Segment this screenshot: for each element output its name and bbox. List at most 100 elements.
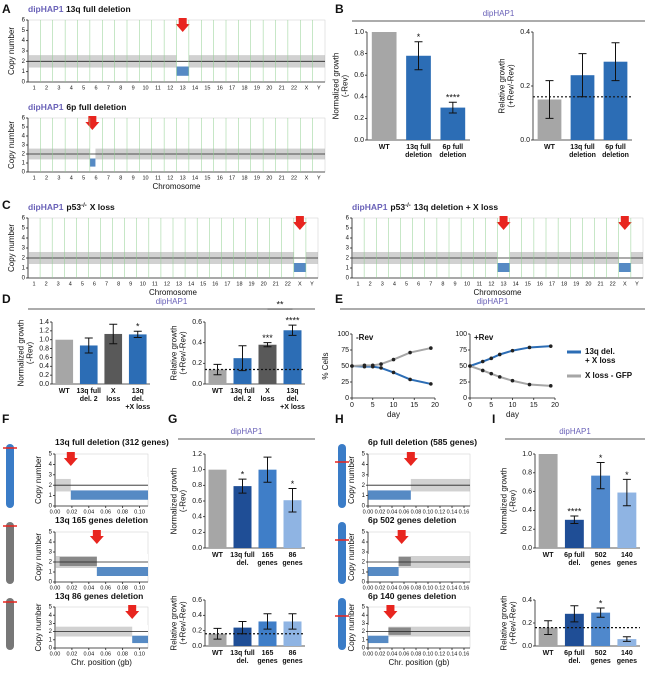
point: [429, 346, 433, 350]
bar: [55, 339, 74, 384]
bar: [233, 358, 252, 384]
y-tick-label: 0.4: [522, 507, 532, 514]
x-tick-label: 6p full del.: [564, 650, 585, 665]
x-axis-label: Chromosome: [473, 288, 522, 297]
strain: dipHAP1: [28, 202, 64, 212]
x-tick-label: 6p full del.: [564, 552, 585, 567]
y-tick-label: 1: [362, 493, 366, 499]
x-tick-label: 22: [610, 281, 616, 287]
red-arrow: [63, 452, 78, 466]
text-line: (+Rev/-Rev): [179, 331, 188, 375]
ideogram: [338, 522, 346, 584]
x-tick-label: 18: [236, 281, 242, 287]
x-tick-label: WT: [59, 388, 71, 395]
title: X loss: [90, 202, 115, 212]
x-tick-label: X: [305, 175, 309, 181]
error-bar: [622, 478, 631, 507]
x-tick-label: 15: [530, 402, 538, 409]
x-tick-label: 86 genes: [282, 650, 302, 665]
title: 13q full deletion (312 genes): [55, 437, 169, 447]
point: [379, 362, 383, 366]
x-tick-label: 0.04: [387, 585, 398, 591]
text-line: 140: [621, 650, 633, 657]
y-tick-label: 2: [362, 629, 366, 635]
y-axis-label: Copy number: [34, 603, 43, 651]
y-tick-label: 1: [362, 570, 366, 576]
text-line: loss: [106, 396, 120, 403]
x-tick-label: 10: [143, 175, 149, 181]
x-tick-label: 7: [105, 281, 108, 287]
point: [489, 356, 494, 361]
x-tick-label: 502 genes: [591, 552, 611, 567]
x-tick-label: 7: [107, 85, 110, 91]
y-tick-label: 6: [22, 216, 26, 222]
y-tick-label: 0: [345, 395, 349, 402]
text-line: deletion: [569, 152, 596, 159]
x-tick-label: WT: [212, 388, 224, 395]
x-tick-label: 13q full del.: [230, 552, 255, 567]
y-tick-label: 1.0: [192, 467, 202, 474]
strain: dipHAP1: [28, 4, 64, 14]
y-tick-label: 0: [49, 646, 53, 652]
text-line: (-Rev): [179, 490, 188, 513]
error-bar: [622, 636, 631, 642]
x-tick-label: 13q full deletion: [405, 144, 432, 159]
x-tick-label: 3: [57, 85, 60, 91]
plot-title: dipHAP1 p53-/- X loss: [28, 202, 115, 212]
y-tick-label: 75: [341, 347, 349, 354]
x-tick-label: 10: [390, 402, 398, 409]
x-tick-label: 0.00: [50, 509, 61, 515]
y-tick-label: 0: [49, 504, 53, 510]
y-tick-label: 0: [362, 580, 366, 586]
x-tick-label: Y: [310, 281, 314, 287]
x-tick-label: 0.00: [363, 585, 374, 591]
y-tick-label: 1.0: [354, 29, 364, 36]
x-tick-label: 15: [525, 281, 531, 287]
text-line: genes: [282, 658, 302, 665]
y-tick-label: 4: [22, 236, 26, 242]
point: [408, 350, 412, 355]
x-tick-label: 8: [119, 85, 122, 91]
y-axis-label: Relative growth(+Rev/-Rev): [500, 595, 518, 650]
ideogram: [6, 522, 14, 584]
x-tick-label: 5: [82, 85, 85, 91]
point: [350, 364, 354, 368]
text-line: 6p full: [605, 144, 626, 151]
y-tick-label: 100: [455, 331, 467, 338]
x-tick-label: 10: [143, 85, 149, 91]
red-arrow: [175, 18, 190, 32]
text-line: Normalized growth: [500, 468, 509, 535]
y-tick-label: 0.0: [354, 137, 364, 144]
y-tick-label: 3: [362, 621, 366, 627]
x-tick-label: 0.06: [399, 509, 410, 515]
y-tick-label: 2: [362, 560, 366, 566]
legend-label: 13q del. + X loss: [585, 347, 616, 365]
text-line: del.: [568, 658, 580, 665]
bar: [371, 32, 397, 140]
point: [497, 352, 502, 357]
text-line: 13q full: [76, 388, 101, 395]
text-line: (-Rev): [341, 75, 350, 98]
y-axis-label: Copy number: [7, 27, 16, 75]
x-tick-label: 0.02: [375, 651, 386, 657]
red-arrow: [496, 216, 511, 230]
panel-letter: F: [2, 412, 9, 426]
y-tick-label: 0.0: [522, 643, 532, 650]
x-tick-label: 17: [229, 85, 235, 91]
panel-letter: D: [2, 292, 11, 306]
text-line: 6p full: [564, 650, 585, 657]
x-tick-label: 2: [45, 175, 48, 181]
title: 6p full deletion: [66, 102, 126, 112]
x-tick-label: 17: [229, 175, 235, 181]
y-tick-label: 0.2: [522, 620, 532, 627]
title: 13q full deletion: [66, 4, 131, 14]
y-axis-label: Copy number: [347, 603, 356, 651]
text-line: Relative growth: [170, 595, 179, 650]
x-tick-label: 20: [261, 281, 267, 287]
y-tick-label: 0.4: [192, 340, 202, 347]
x-tick-label: 0.04: [387, 509, 398, 515]
x-tick-label: WT: [543, 650, 555, 657]
x-tick-label: Y: [317, 175, 321, 181]
x-tick-label: 4: [70, 175, 73, 181]
